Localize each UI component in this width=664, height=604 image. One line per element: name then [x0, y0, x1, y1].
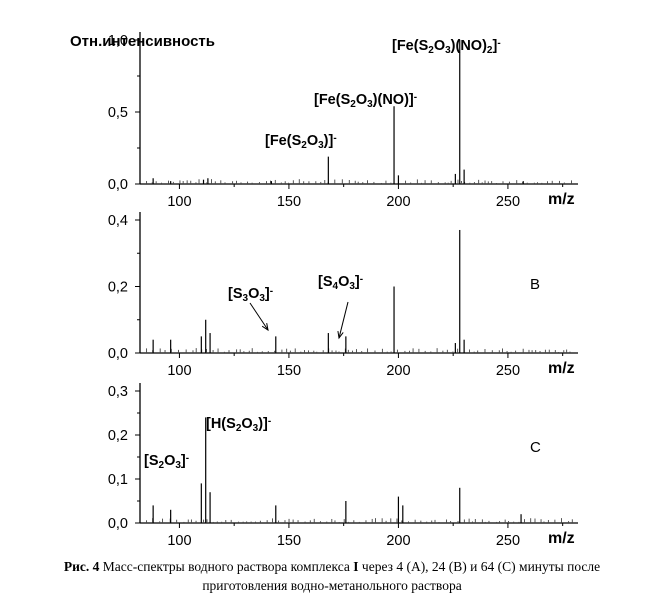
caption-text-1: Масс-спектры водного раствора комплекса: [99, 559, 354, 574]
annotation-text: ]: [355, 274, 360, 290]
annotation-text: ]: [181, 453, 186, 469]
peak-annotation: [S4O3]-: [318, 274, 363, 292]
annotation-text: )]: [258, 416, 268, 432]
annotation-superscript: -: [333, 133, 336, 144]
annotation-text: [H(S: [206, 416, 236, 432]
annotation-text: )]: [324, 133, 334, 149]
annotation-subscript: 2: [301, 140, 307, 151]
annotation-arrow: [338, 301, 349, 339]
y-tick-label: 0,0: [108, 177, 128, 193]
annotation-text: )(NO)]: [373, 92, 414, 108]
x-tick-label: 150: [277, 194, 301, 210]
y-axis-title: Отн.интенсивность: [70, 33, 215, 50]
annotation-superscript: -: [497, 38, 500, 49]
annotation-text: O: [248, 286, 259, 302]
x-tick-label: 150: [277, 533, 301, 549]
x-tick-label: 200: [386, 363, 410, 379]
peak-annotation: [Fe(S2O3)]-: [265, 133, 337, 151]
y-tick-label: 0,2: [108, 280, 128, 296]
x-tick-label: 100: [167, 363, 191, 379]
figure-caption: Рис. 4 Масс-спектры водного раствора ком…: [0, 557, 664, 595]
x-axis-title: m/z: [548, 360, 575, 377]
peak-annotation: [S3O3]-: [228, 286, 273, 304]
annotation-text: [S: [228, 286, 243, 302]
panel-letter-label: C: [530, 439, 541, 456]
annotation-text: [S: [144, 453, 159, 469]
annotation-subscript: 3: [367, 99, 373, 110]
peak-annotation: [S2O3]-: [144, 453, 189, 471]
annotation-text: O: [307, 133, 318, 149]
annotation-subscript: 3: [175, 460, 181, 471]
annotation-subscript: 3: [259, 293, 265, 304]
y-tick-label: 0,1: [108, 472, 128, 488]
annotation-text: O: [164, 453, 175, 469]
annotation-text: [S: [318, 274, 333, 290]
annotation-arrowhead: [261, 323, 269, 332]
caption-fig-label: Рис. 4: [63, 559, 100, 574]
annotation-text: O: [338, 274, 349, 290]
annotation-text: ]: [265, 286, 270, 302]
y-tick-label: 0,2: [108, 428, 128, 444]
y-tick-label: 0,3: [108, 384, 128, 400]
spectra-plot-area: 0,0 0,5 1,0 100 150 200 250 Отн.интенсивность m/…: [70, 32, 578, 549]
annotation-superscript: -: [414, 92, 417, 103]
annotation-subscript: 2: [350, 99, 356, 110]
spectrum-panel-1: 0,0 0,5 1,0 100 150 200 250 Отн.интенсивность m/…: [70, 32, 578, 210]
annotation-text: ]: [492, 38, 497, 54]
annotation-text: [Fe(S: [265, 133, 302, 149]
annotation-subscript: 3: [349, 281, 355, 292]
annotation-text: )(NO): [451, 38, 487, 54]
peak-annotation: [H(S2O3)]-: [206, 416, 271, 434]
y-tick-label: 0,0: [108, 346, 128, 362]
peak-annotation: [Fe(S2O3)(NO)]-: [314, 92, 417, 110]
y-tick-label: 0,5: [108, 105, 128, 121]
annotation-subscript: 2: [159, 460, 165, 471]
annotation-subscript: 4: [333, 281, 339, 292]
y-tick-label: 1,0: [108, 33, 128, 49]
peak-annotation: [Fe(S2O3)(NO)2]-: [392, 38, 501, 56]
x-axis-title: m/z: [548, 530, 575, 547]
annotation-superscript: -: [270, 286, 273, 297]
x-tick-label: 150: [277, 363, 301, 379]
x-tick-label: 100: [167, 194, 191, 210]
annotation-text: O: [434, 38, 445, 54]
annotation-subscript: 3: [253, 423, 259, 434]
annotation-subscript: 2: [428, 45, 434, 56]
annotation-text: O: [241, 416, 252, 432]
y-tick-label: 0,0: [108, 516, 128, 532]
caption-bold-compound: I: [353, 559, 359, 574]
annotation-subscript: 2: [487, 45, 493, 56]
x-tick-label: 250: [496, 533, 520, 549]
x-tick-label: 200: [386, 194, 410, 210]
annotation-subscript: 3: [445, 45, 451, 56]
y-tick-label: 0,4: [108, 213, 128, 229]
x-axis-title: m/z: [548, 191, 575, 208]
annotation-text: O: [356, 92, 367, 108]
panel-letter-label: B: [530, 276, 540, 293]
annotation-arrow: [249, 302, 269, 331]
annotation-text: [Fe(S: [314, 92, 351, 108]
x-tick-label: 100: [167, 533, 191, 549]
x-tick-label: 200: [386, 533, 410, 549]
caption-line-2: приготовления водно-метанольного раствор…: [202, 578, 462, 593]
annotation-subscript: 3: [243, 293, 249, 304]
x-tick-label: 250: [496, 194, 520, 210]
annotation-text: [Fe(S: [392, 38, 429, 54]
annotation-subscript: 2: [236, 423, 242, 434]
annotation-superscript: -: [268, 416, 271, 427]
annotation-superscript: -: [186, 453, 189, 464]
annotation-arrowhead: [337, 331, 344, 340]
x-tick-label: 250: [496, 363, 520, 379]
annotation-subscript: 3: [318, 140, 324, 151]
annotation-superscript: -: [360, 274, 363, 285]
caption-text-2: через 4 (A), 24 (B) и 64 (C) минуты посл…: [358, 559, 601, 574]
